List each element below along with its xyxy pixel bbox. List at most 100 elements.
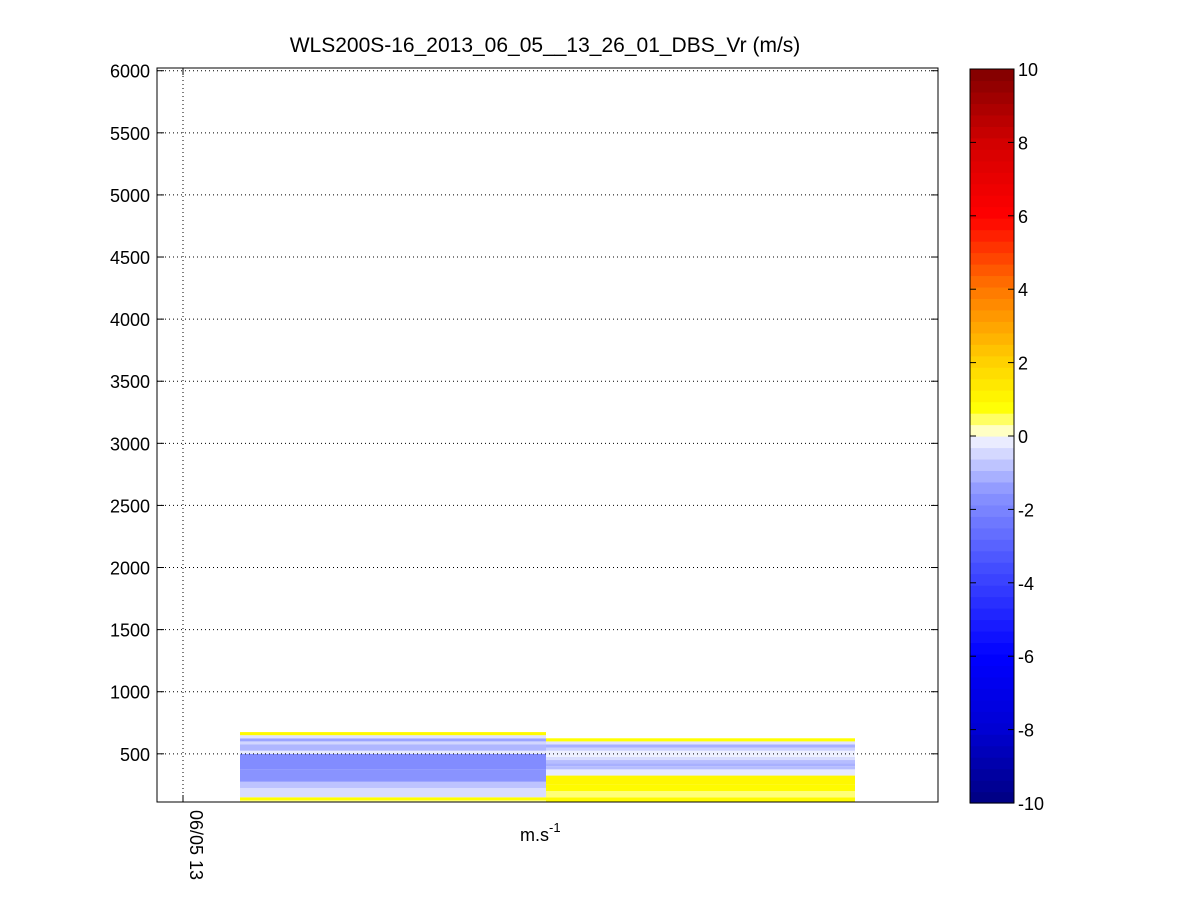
y-tick-label: 3000 — [110, 434, 150, 454]
heatmap-cell — [240, 741, 546, 745]
colorbar-segment — [970, 126, 1014, 139]
colorbar-segment — [970, 458, 1014, 472]
colorbar-segment — [970, 252, 1014, 265]
colorbar-tick-label: -6 — [1018, 647, 1034, 667]
heatmap-cell — [240, 732, 546, 736]
colorbar-segment — [970, 562, 1014, 575]
colorbar-segment — [970, 734, 1014, 747]
colorbar-segment — [970, 390, 1014, 403]
x-tick-label: 06/05 13 — [186, 810, 206, 880]
colorbar-tick-label: 8 — [1018, 133, 1028, 153]
heatmap-cell — [546, 769, 855, 776]
colorbar-segment — [970, 688, 1014, 701]
colorbar-segment — [970, 424, 1014, 437]
colorbar-segment — [970, 745, 1014, 758]
heatmap-cell — [240, 735, 546, 739]
colorbar-segment — [970, 585, 1014, 598]
colorbar: -10 -8 -6 -4 -2 0 2 4 6 8 10 — [969, 60, 1044, 814]
y-tick-label: 1000 — [110, 683, 150, 703]
colorbar-segment — [970, 768, 1014, 781]
colorbar-segment — [970, 608, 1014, 621]
y-tick-label: 3500 — [110, 372, 150, 392]
colorbar-tick-label: 4 — [1018, 280, 1028, 300]
colorbar-segment — [970, 103, 1014, 116]
colorbar-tick-label: -10 — [1018, 794, 1044, 814]
heatmap-cell — [240, 744, 546, 751]
colorbar-tick-label: 2 — [1018, 354, 1028, 374]
y-tick-label: 2500 — [110, 496, 150, 516]
colorbar-segment — [970, 665, 1014, 678]
colorbar-segment — [970, 504, 1014, 517]
colorbar-segment — [970, 676, 1014, 689]
heatmap-cell — [240, 787, 546, 798]
colorbar-segment — [970, 355, 1014, 368]
colorbar-tick-label: 10 — [1018, 60, 1038, 80]
heatmap-cell — [240, 750, 546, 754]
x-axis: 06/05 13 — [182, 68, 206, 880]
x-axis-label-exponent: -1 — [549, 820, 561, 835]
colorbar-segment — [970, 470, 1014, 483]
x-axis-label: m.s-1 — [520, 820, 561, 845]
colorbar-segment — [970, 573, 1014, 586]
y-tick-label: 5500 — [110, 124, 150, 144]
heatmap-cell — [546, 744, 855, 748]
colorbar-segment — [970, 218, 1014, 231]
heatmap-cell — [546, 738, 855, 742]
colorbar-segment — [970, 344, 1014, 357]
colorbar-segment — [970, 653, 1014, 666]
chart-title: WLS200S-16_2013_06_05__13_26_01_DBS_Vr (… — [290, 34, 801, 57]
heatmap-cell — [546, 747, 855, 751]
colorbar-tick-label: 6 — [1018, 207, 1028, 227]
colorbar-segment — [970, 332, 1014, 345]
colorbar-segment — [970, 481, 1014, 494]
colorbar-segment — [970, 711, 1014, 724]
colorbar-segment — [970, 550, 1014, 563]
colorbar-segment — [970, 149, 1014, 162]
colorbar-segment — [970, 229, 1014, 242]
colorbar-segment — [970, 137, 1014, 150]
y-tick-label: 2000 — [110, 559, 150, 579]
colorbar-segment — [970, 321, 1014, 334]
heatmap-cell — [546, 791, 855, 798]
colorbar-segment — [970, 183, 1014, 196]
y-tick-label: 4500 — [110, 248, 150, 268]
colorbar-tick-label: -8 — [1018, 721, 1034, 741]
colorbar-tick-label: -4 — [1018, 574, 1034, 594]
colorbar-segment — [970, 367, 1014, 380]
y-tick-label: 500 — [120, 745, 150, 765]
colorbar-segment — [970, 493, 1014, 506]
colorbar-segment — [970, 195, 1014, 208]
colorbar-segment — [970, 642, 1014, 655]
colorbar-segment — [970, 619, 1014, 632]
heatmap-cell — [546, 766, 855, 770]
colorbar-segment — [970, 539, 1014, 552]
colorbar-segment — [970, 275, 1014, 288]
colorbar-segment — [970, 241, 1014, 254]
heatmap-cell — [240, 753, 546, 770]
colorbar-segment — [970, 436, 1014, 449]
y-axis: 500 1000 1500 2000 2500 3000 3500 4000 4500 5000 5… — [110, 62, 938, 765]
heatmap-cell — [546, 760, 855, 764]
y-tick-label: 1500 — [110, 621, 150, 641]
colorbar-segment — [970, 172, 1014, 185]
colorbar-segment — [970, 596, 1014, 609]
heatmap-cell — [546, 741, 855, 745]
heatmap-cell — [546, 750, 855, 757]
colorbar-segment — [970, 791, 1014, 804]
x-axis-label-base: m.s — [520, 825, 549, 845]
colorbar-tick-label: 0 — [1018, 427, 1028, 447]
colorbar-segment — [970, 780, 1014, 793]
colorbar-segment — [970, 378, 1014, 391]
colorbar-segment — [970, 516, 1014, 529]
colorbar-segment — [970, 722, 1014, 735]
colorbar-segment — [970, 401, 1014, 414]
colorbar-segment — [970, 206, 1014, 219]
heatmap-cell — [240, 769, 546, 782]
colorbar-segment — [970, 630, 1014, 644]
y-tick-label: 5000 — [110, 186, 150, 206]
colorbar-segment — [970, 69, 1014, 82]
heatmap-cell — [240, 738, 546, 742]
colorbar-segment — [970, 114, 1014, 127]
colorbar-segment — [970, 91, 1014, 105]
